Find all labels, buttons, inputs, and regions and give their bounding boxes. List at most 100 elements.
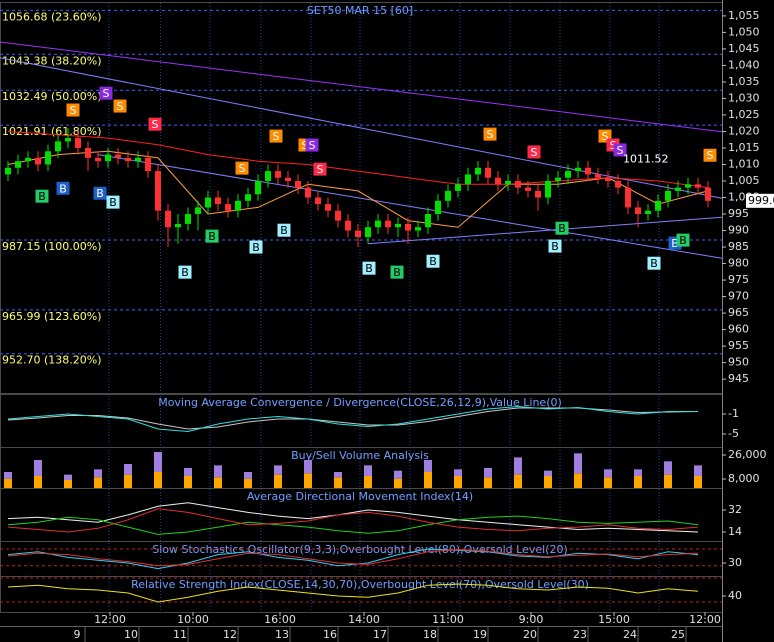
y-tick-label: 26,000 [728,448,767,461]
y-tick-label: 955 [728,339,749,352]
volume-bar [514,457,522,475]
candle-body [5,167,11,175]
candle-body [565,171,571,178]
volume-bar [604,469,612,478]
volume-bar [244,472,252,479]
volume-bar [694,465,702,476]
signal-label: B [252,241,260,254]
candle-body [275,171,281,178]
volume-bar [574,473,582,488]
signal-label: B [650,257,658,270]
candle-body [515,180,521,188]
candle-body [575,167,581,172]
x-tick-label: 9:00 [519,613,544,626]
volume-bar [124,464,132,475]
day-label: 9 [74,628,81,641]
indicator-line [7,502,699,533]
candle-body [425,214,431,228]
candle-body [25,157,31,162]
volume-bar [244,478,252,488]
candle-body [75,138,81,148]
signal-label: B [96,187,104,200]
candle-body [545,180,551,198]
candle-body [135,157,141,162]
candle-body [365,227,371,238]
candle-body [495,177,501,185]
volume-bar [514,474,522,488]
signal-label: S [309,139,316,152]
y-tick-label: 1,035 [728,75,760,88]
candle-body [15,161,21,168]
candle-body [625,187,631,208]
y-tick-label: 985 [728,240,749,253]
candle-body [705,187,711,201]
fib-label: 1056.68 (23.60%) [2,10,102,23]
y-tick-label: 1,050 [728,25,760,38]
volume-bar [274,474,282,488]
candle-body [675,187,681,191]
candle-body [685,184,691,188]
volume-bar [214,477,222,488]
signal-label: S [273,130,280,143]
candle-body [285,177,291,181]
candle-body [375,220,381,228]
volume-bar [394,470,402,479]
candle-body [645,210,651,215]
volume-bar [424,460,432,472]
volume-bar [4,472,12,479]
x-tick-label: 15:00 [598,613,630,626]
day-label: 11 [173,628,187,641]
signal-label: B [280,224,288,237]
x-tick-label: 12:00 [689,613,721,626]
x-tick-label: 16:00 [264,613,296,626]
indicator-line [7,508,699,533]
volume-bar [94,469,102,478]
signal-box [178,265,192,279]
volume-bar [364,476,372,488]
volume-bar [4,478,12,488]
y-tick-label: 1,055 [728,9,760,22]
y-tick-label: 1,015 [728,141,760,154]
day-label: 17 [373,628,387,641]
moving-average [7,150,709,228]
signal-label: B [429,255,437,268]
candle-body [225,204,231,211]
candle-body [335,210,341,221]
fib-label: 952.70 (138.20%) [2,354,102,367]
volume-bar [34,460,42,476]
candle-body [535,190,541,198]
signal-label: B [365,262,373,275]
y-tick-label: 30 [728,556,742,569]
signal-label: S [302,139,309,152]
y-tick-label: 970 [728,290,749,303]
candle-body [585,167,591,175]
candle-body [165,210,171,228]
volume-bar [454,469,462,476]
volume-bar [214,465,222,478]
y-tick-label: -1 [728,407,739,420]
volume-bar [544,476,552,488]
candle-body [485,167,491,178]
candle-body [195,207,201,215]
volume-bar [694,476,702,488]
candle-body [145,157,151,172]
candle-body [355,230,361,238]
signal-label: B [109,196,117,209]
fib-label: 1043.38 (38.20%) [2,54,102,67]
x-tick-label: 14:00 [348,613,380,626]
candle-body [95,157,101,162]
volume-bar [394,478,402,488]
volume-bar [634,476,642,488]
trend-line [0,41,723,133]
signal-box [35,189,49,203]
y-tick-label: 950 [728,356,749,369]
signal-label: B [671,237,679,250]
signal-box [305,138,319,152]
signal-box [426,254,440,268]
candle-body [435,200,441,215]
signal-box [647,256,661,270]
y-tick-label: 960 [728,323,749,336]
x-tick-label: 11:00 [432,613,464,626]
x-tick-label: 10:00 [177,613,209,626]
